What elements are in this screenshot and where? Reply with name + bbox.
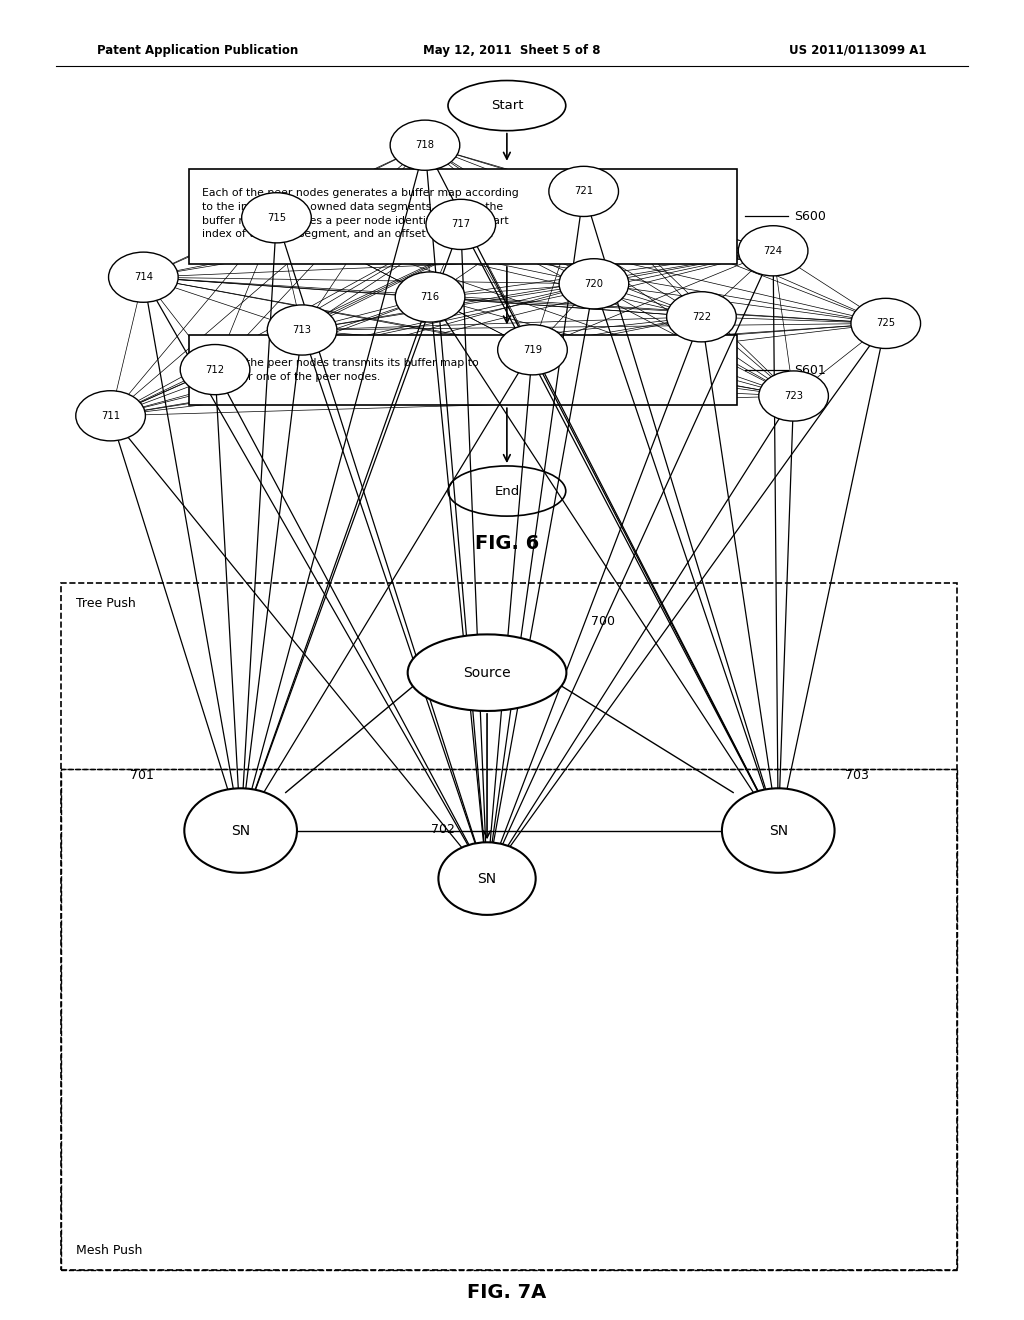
Text: 715: 715	[267, 213, 286, 223]
Text: 701: 701	[130, 768, 154, 781]
Text: Mesh Push: Mesh Push	[76, 1243, 142, 1257]
Text: 702: 702	[431, 822, 455, 836]
Ellipse shape	[242, 193, 311, 243]
Text: US 2011/0113099 A1: US 2011/0113099 A1	[790, 44, 927, 57]
Text: 703: 703	[845, 768, 868, 781]
Text: 725: 725	[877, 318, 895, 329]
Text: SN: SN	[477, 871, 497, 886]
Text: 714: 714	[134, 272, 153, 282]
Text: 719: 719	[523, 345, 542, 355]
Ellipse shape	[549, 166, 618, 216]
Text: End: End	[495, 484, 519, 498]
Text: 720: 720	[585, 279, 603, 289]
Ellipse shape	[438, 842, 536, 915]
Ellipse shape	[759, 371, 828, 421]
Ellipse shape	[449, 81, 565, 131]
Ellipse shape	[722, 788, 835, 873]
Text: FIG. 6: FIG. 6	[475, 535, 539, 553]
Text: SN: SN	[769, 824, 787, 838]
Text: 724: 724	[764, 246, 782, 256]
Text: S600: S600	[795, 210, 826, 223]
Ellipse shape	[426, 199, 496, 249]
Text: 713: 713	[293, 325, 311, 335]
Ellipse shape	[449, 466, 565, 516]
Ellipse shape	[180, 345, 250, 395]
Text: Source: Source	[463, 665, 511, 680]
Ellipse shape	[738, 226, 808, 276]
Text: 718: 718	[416, 140, 434, 150]
Ellipse shape	[109, 252, 178, 302]
Text: FIG. 7A: FIG. 7A	[467, 1283, 547, 1302]
FancyBboxPatch shape	[61, 583, 957, 1270]
Text: Start: Start	[490, 99, 523, 112]
Text: May 12, 2011  Sheet 5 of 8: May 12, 2011 Sheet 5 of 8	[423, 44, 601, 57]
Text: SN: SN	[231, 824, 250, 838]
Text: Each of the peer nodes transmits its buffer map to
the other one of the peer nod: Each of the peer nodes transmits its buf…	[202, 359, 478, 381]
Text: 716: 716	[421, 292, 439, 302]
Ellipse shape	[408, 635, 566, 711]
Text: 721: 721	[574, 186, 593, 197]
Text: Tree Push: Tree Push	[76, 597, 135, 610]
Ellipse shape	[395, 272, 465, 322]
Text: Each of the peer nodes generates a buffer map according
to the indices of its ow: Each of the peer nodes generates a buffe…	[202, 189, 518, 239]
Ellipse shape	[559, 259, 629, 309]
FancyBboxPatch shape	[189, 169, 737, 264]
Ellipse shape	[184, 788, 297, 873]
Ellipse shape	[851, 298, 921, 348]
Ellipse shape	[498, 325, 567, 375]
Text: 723: 723	[784, 391, 803, 401]
FancyBboxPatch shape	[189, 335, 737, 405]
Ellipse shape	[267, 305, 337, 355]
Ellipse shape	[667, 292, 736, 342]
Text: 712: 712	[206, 364, 224, 375]
Text: S601: S601	[795, 364, 826, 376]
Text: Patent Application Publication: Patent Application Publication	[97, 44, 299, 57]
Text: 700: 700	[592, 615, 615, 628]
Text: 717: 717	[452, 219, 470, 230]
Ellipse shape	[76, 391, 145, 441]
Text: 722: 722	[692, 312, 711, 322]
Text: 711: 711	[101, 411, 120, 421]
Ellipse shape	[390, 120, 460, 170]
